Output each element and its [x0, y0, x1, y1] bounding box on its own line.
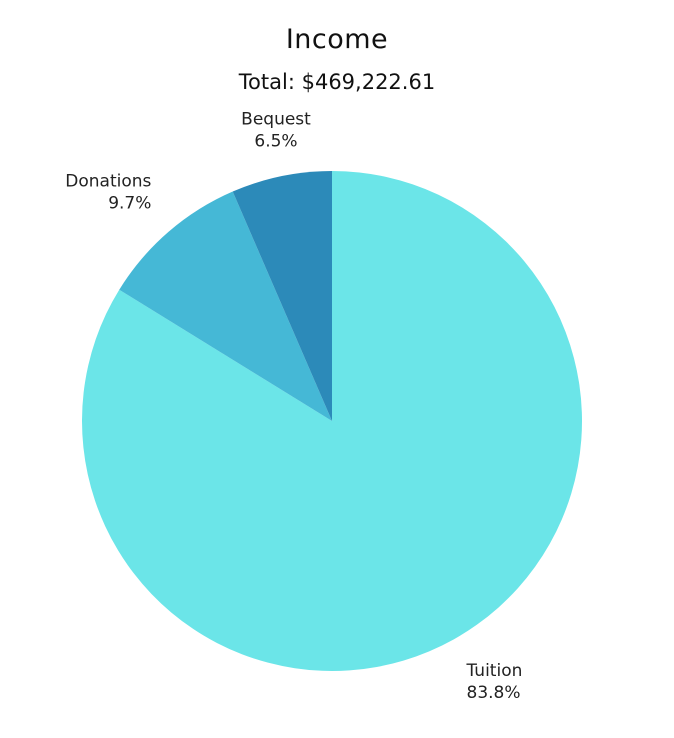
slice-percent-tuition: 83.8%: [467, 683, 521, 703]
slice-percent-bequest: 6.5%: [254, 132, 297, 152]
pie-slice-bequest: [232, 171, 332, 421]
chart-title: Income: [285, 24, 389, 55]
pie-slice-tuition: [82, 170, 583, 671]
pie-slices: [82, 170, 583, 671]
slice-label-tuition: Tuition: [466, 661, 523, 681]
slice-label-donations: Donations: [65, 171, 151, 191]
pie-slice-donations: [119, 191, 332, 421]
slice-label-bequest: Bequest: [241, 110, 311, 130]
slice-percent-donations: 9.7%: [108, 193, 151, 213]
chart-subtitle: Total: $469,222.61: [238, 70, 436, 94]
